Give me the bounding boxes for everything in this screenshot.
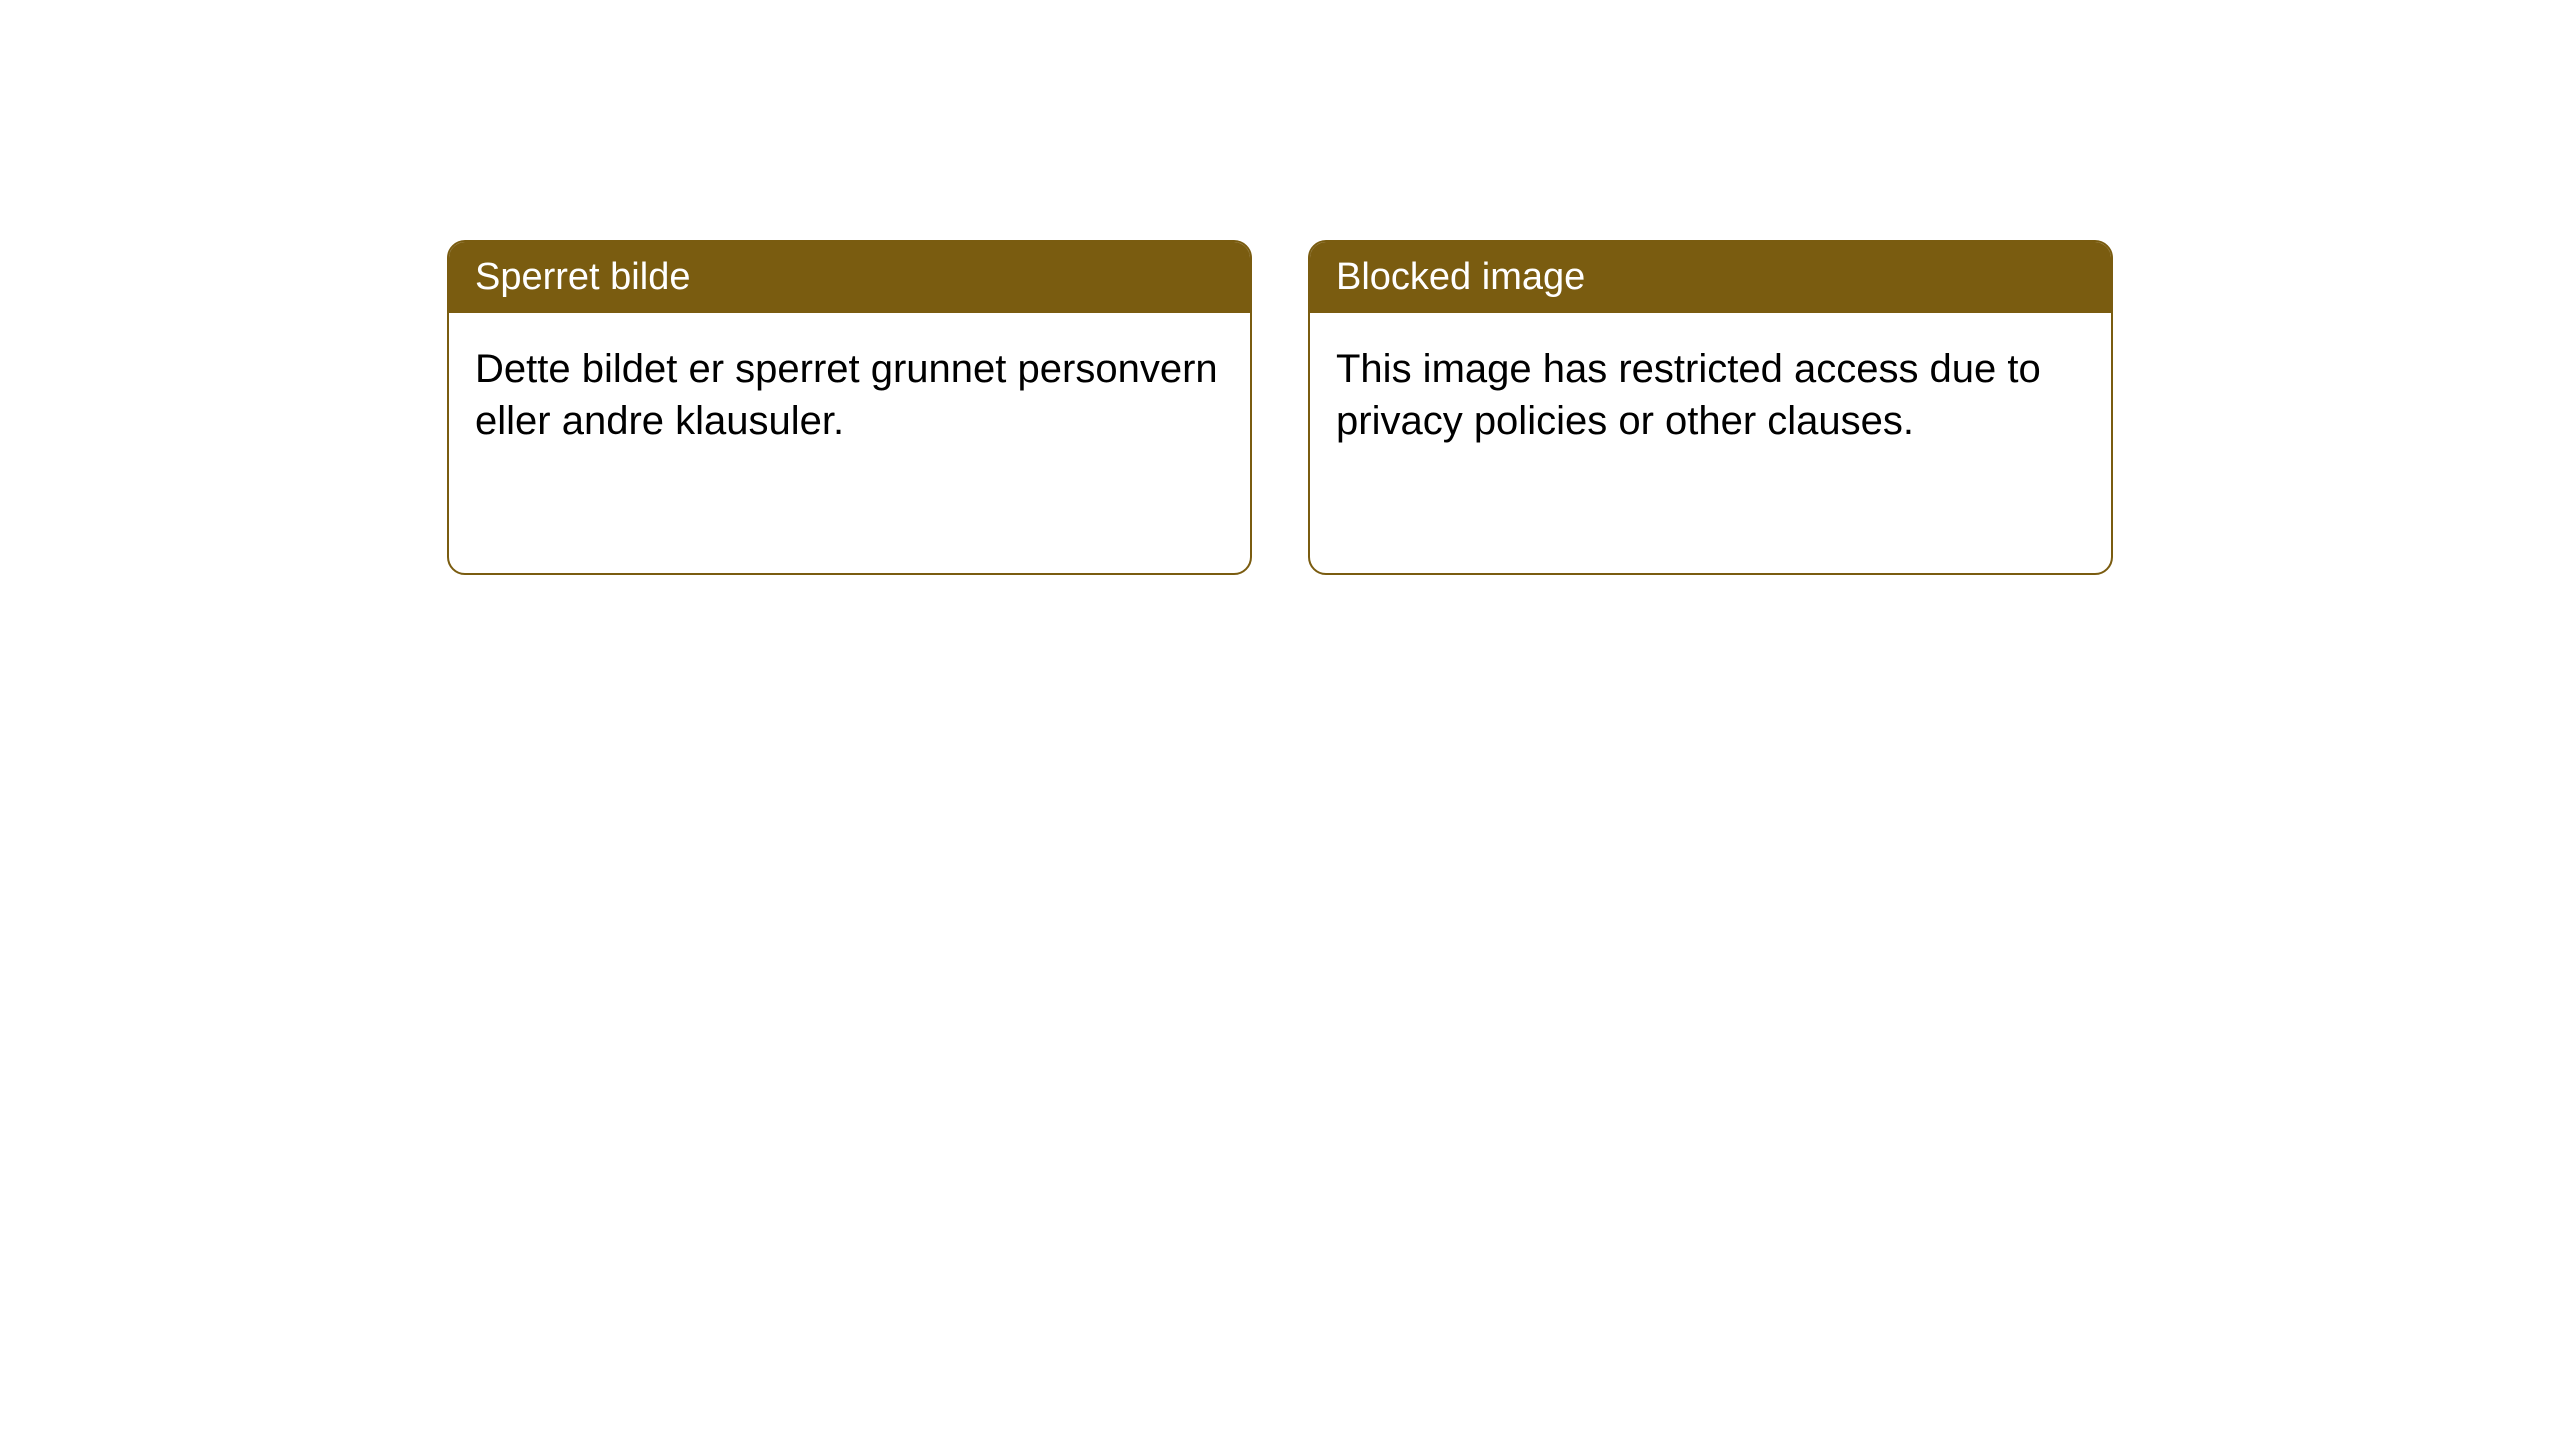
- card-body-text: Dette bildet er sperret grunnet personve…: [475, 347, 1218, 443]
- card-title: Blocked image: [1336, 256, 1585, 298]
- notice-card-norwegian: Sperret bilde Dette bildet er sperret gr…: [447, 240, 1252, 575]
- card-body-text: This image has restricted access due to …: [1336, 347, 2041, 443]
- card-title: Sperret bilde: [475, 256, 690, 298]
- card-header: Sperret bilde: [449, 242, 1250, 313]
- notice-container: Sperret bilde Dette bildet er sperret gr…: [447, 240, 2113, 575]
- card-body: This image has restricted access due to …: [1310, 313, 2111, 477]
- notice-card-english: Blocked image This image has restricted …: [1308, 240, 2113, 575]
- card-body: Dette bildet er sperret grunnet personve…: [449, 313, 1250, 477]
- card-header: Blocked image: [1310, 242, 2111, 313]
